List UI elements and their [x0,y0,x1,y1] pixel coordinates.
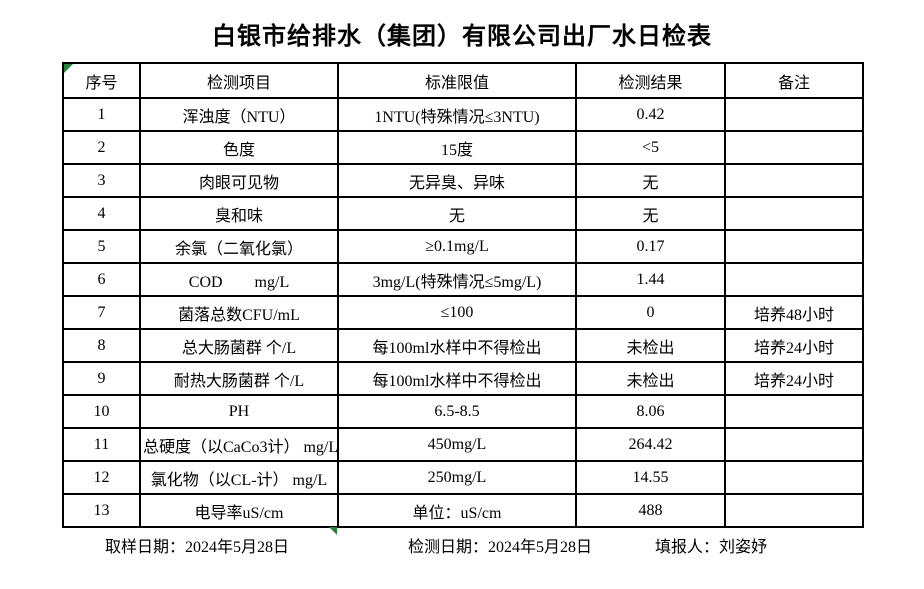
cell-result: 488 [575,493,726,528]
cell-note [724,262,864,297]
cell-item: 总硬度（以CaCo3计） mg/L [139,427,339,462]
cell-limit: 每100ml水样中不得检出 [337,361,577,396]
cell-item: COD mg/L [139,262,339,297]
cell-limit: ≥0.1mg/L [337,229,577,264]
reporter: 填报人：刘姿妤 [655,539,768,556]
cell-no: 7 [62,295,141,330]
cell-item: 色度 [139,130,339,165]
table-row: 3 肉眼可见物 无异臭、异味无 [62,163,864,198]
header-cell-limit: 标准限值 [337,62,577,99]
table-row: 6 COD mg/L 3mg/L(特殊情况≤5mg/L) 1.44 [62,262,864,297]
cell-note [724,196,864,231]
cell-note [724,229,864,264]
cell-no: 1 [62,97,141,132]
cell-limit: 无异臭、异味 [337,163,577,198]
cell-note [724,394,864,429]
cell-note: 培养48小时 [724,295,864,330]
cell-item: 浑浊度（NTU） [139,97,339,132]
table-row: 13 电导率uS/cm 单位：uS/cm 488 [62,493,864,528]
table-row: 5 余氯（二氧化氯） ≥0.1mg/L 0.17 [62,229,864,264]
cell-item: 肉眼可见物 [139,163,339,198]
cell-item: PH [139,394,339,429]
cell-no: 13 [62,493,141,528]
cell-note [724,493,864,528]
cell-note [724,97,864,132]
cell-item: 菌落总数CFU/mL [139,295,339,330]
table-row: 2 色度 15度 <5 [62,130,864,165]
cell-note: 培养24小时 [724,328,864,363]
cell-limit: 6.5-8.5 [337,394,577,429]
cell-item: 电导率uS/cm [139,493,339,528]
cell-note [724,427,864,462]
footer: 取样日期：2024年5月28日 检测日期：2024年5月28日 填报人：刘姿妤 [0,533,924,556]
test-date: 检测日期：2024年5月28日 [408,539,593,556]
cell-limit: ≤100 [337,295,577,330]
table-header-row: 序号 检测项目 标准限值 检测结果 备注 [62,62,864,99]
cell-no: 6 [62,262,141,297]
table-row: 4 臭和味无无 [62,196,864,231]
cell-result: 无 [575,196,726,231]
table-bottom-marker-icon [329,527,337,535]
cell-no: 12 [62,460,141,495]
page-title: 白银市给排水（集团）有限公司出厂水日检表 [212,24,712,50]
cell-no: 5 [62,229,141,264]
cell-limit: 450mg/L [337,427,577,462]
inspection-table: 序号 检测项目 标准限值 检测结果 备注 1 浑浊度（NTU） 1NTU(特殊情况≤… [62,62,864,528]
cell-limit: 1NTU(特殊情况≤3NTU) [337,97,577,132]
sampling-date: 取样日期：2024年5月28日 [105,539,290,556]
cell-item: 氯化物（以CL-计） mg/L [139,460,339,495]
cell-result: 0.42 [575,97,726,132]
cell-no: 11 [62,427,141,462]
cell-no: 10 [62,394,141,429]
table-row: 7 菌落总数CFU/mL ≤100 0 培养48小时 [62,295,864,330]
cell-limit: 每100ml水样中不得检出 [337,328,577,363]
cell-no: 9 [62,361,141,396]
cell-result: 无 [575,163,726,198]
cell-result: 0 [575,295,726,330]
cell-item: 耐热大肠菌群 个/L [139,361,339,396]
cell-no: 2 [62,130,141,165]
header-cell-no: 序号 [62,62,141,99]
table-row: 1 浑浊度（NTU） 1NTU(特殊情况≤3NTU) 0.42 [62,97,864,132]
cell-limit: 3mg/L(特殊情况≤5mg/L) [337,262,577,297]
cell-note [724,460,864,495]
cell-limit: 15度 [337,130,577,165]
table-row: 10 PH 6.5-8.5 8.06 [62,394,864,429]
cell-no: 4 [62,196,141,231]
cell-item: 臭和味 [139,196,339,231]
cell-limit: 单位：uS/cm [337,493,577,528]
header-cell-note: 备注 [724,62,864,99]
cell-result: 264.42 [575,427,726,462]
cell-note [724,163,864,198]
cell-result: 8.06 [575,394,726,429]
cell-result: 1.44 [575,262,726,297]
cell-corner-marker-icon [64,64,73,73]
cell-note: 培养24小时 [724,361,864,396]
table-row: 8 总大肠菌群 个/L 每100ml水样中不得检出 未检出 培养24小时 [62,328,864,363]
table-body: 1 浑浊度（NTU） 1NTU(特殊情况≤3NTU) 0.42 2 色度 15度 <5 3 肉眼可… [62,97,864,528]
cell-item: 总大肠菌群 个/L [139,328,339,363]
cell-limit: 250mg/L [337,460,577,495]
table-row: 12 氯化物（以CL-计） mg/L 250mg/L 14.55 [62,460,864,495]
cell-result: 未检出 [575,361,726,396]
header-cell-result: 检测结果 [575,62,726,99]
cell-result: 未检出 [575,328,726,363]
cell-no: 8 [62,328,141,363]
cell-item: 余氯（二氧化氯） [139,229,339,264]
cell-result: <5 [575,130,726,165]
table-row: 11 总硬度（以CaCo3计） mg/L 450mg/L 264.42 [62,427,864,462]
cell-result: 14.55 [575,460,726,495]
cell-result: 0.17 [575,229,726,264]
cell-note [724,130,864,165]
cell-limit: 无 [337,196,577,231]
table-row: 9 耐热大肠菌群 个/L 每100ml水样中不得检出 未检出 培养24小时 [62,361,864,396]
cell-no: 3 [62,163,141,198]
header-cell-item: 检测项目 [139,62,339,99]
